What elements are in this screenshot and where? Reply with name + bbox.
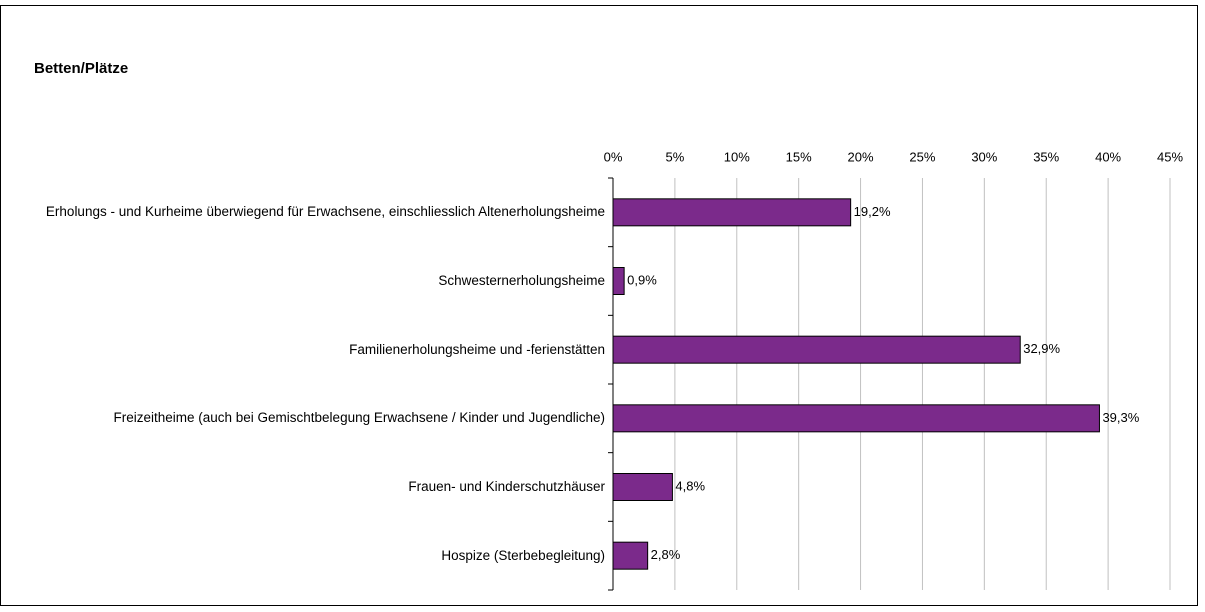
y-tick-label: Familienerholungsheime und -ferienstätte… bbox=[349, 341, 605, 357]
y-tick-label: Hospize (Sterbebegleitung) bbox=[441, 547, 605, 563]
bar bbox=[612, 541, 649, 570]
x-tick-label: 45% bbox=[1157, 149, 1183, 164]
data-label: 0,9% bbox=[627, 272, 657, 287]
y-tick-label: Freizeitheime (auch bei Gemischtbelegung… bbox=[113, 410, 605, 426]
x-tick-label: 25% bbox=[909, 149, 935, 164]
data-label: 32,9% bbox=[1023, 341, 1060, 356]
x-tick-label: 20% bbox=[848, 149, 874, 164]
data-label: 39,3% bbox=[1102, 410, 1139, 425]
data-label: 2,8% bbox=[651, 547, 681, 562]
bar bbox=[612, 335, 1021, 364]
x-tick-label: 10% bbox=[724, 149, 750, 164]
x-tick-label: 30% bbox=[971, 149, 997, 164]
y-tick-label: Frauen- und Kinderschutzhäuser bbox=[408, 479, 605, 494]
chart-border bbox=[0, 5, 1198, 606]
x-tick-label: 0% bbox=[604, 149, 623, 164]
bar bbox=[612, 404, 1100, 433]
data-label: 4,8% bbox=[675, 478, 705, 493]
bar bbox=[612, 198, 852, 227]
y-tick-label: Erholungs - und Kurheime überwiegend für… bbox=[45, 204, 605, 220]
bar bbox=[612, 473, 673, 501]
x-tick-label: 35% bbox=[1033, 149, 1059, 164]
x-tick-label: 15% bbox=[786, 149, 812, 164]
bar bbox=[612, 267, 625, 295]
data-label: 19,2% bbox=[854, 204, 891, 219]
chart-title: Betten/Plätze bbox=[34, 60, 129, 77]
y-tick-label: Schwesternerholungsheime bbox=[438, 273, 605, 288]
x-tick-label: 5% bbox=[665, 149, 684, 164]
x-tick-label: 40% bbox=[1095, 149, 1121, 164]
